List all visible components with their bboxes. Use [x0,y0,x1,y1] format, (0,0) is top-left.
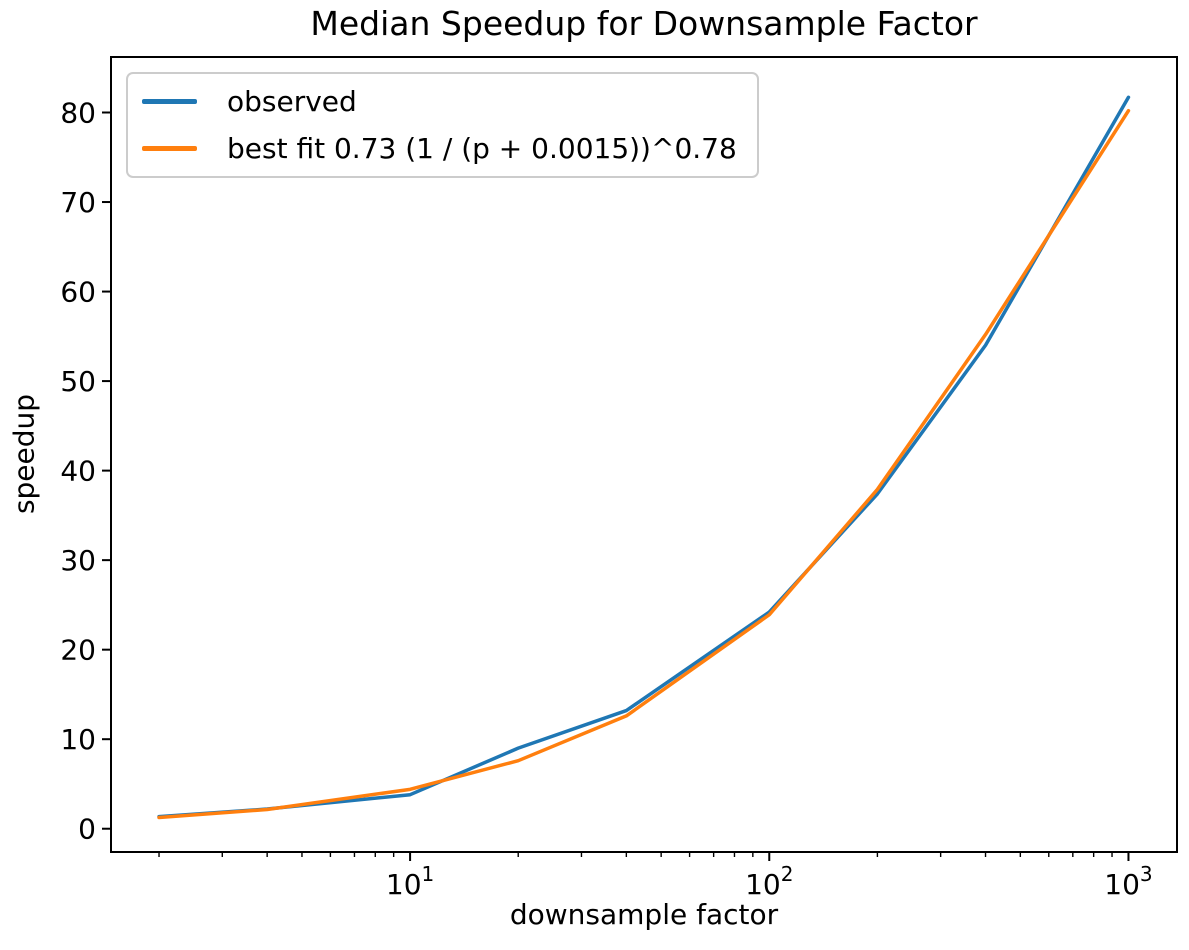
best-fit-line-swatch [142,146,197,151]
legend-label-observed: observed [227,85,357,118]
y-tick-label: 50 [60,365,96,398]
chart-title: Median Speedup for Downsample Factor [310,4,978,43]
y-tick-label: 60 [60,276,96,309]
observed-line-swatch [142,99,197,104]
y-tick-label: 10 [60,723,96,756]
legend-entry-observed: observed [142,84,737,119]
legend-label-best-fit: best fit 0.73 (1 / (p + 0.0015))^0.78 [227,132,737,165]
best-fit-line [157,108,1131,820]
x-axis-label: downsample factor [509,898,779,931]
plot-frame [110,56,1178,853]
y-tick-label: 30 [60,544,96,577]
x-tick-label: 102 [745,862,793,901]
observed-line [157,95,1131,819]
y-tick-label: 80 [60,97,96,130]
legend-entry-best-fit: best fit 0.73 (1 / (p + 0.0015))^0.78 [142,131,737,166]
y-tick-label: 70 [60,186,96,219]
y-tick-label: 0 [78,813,96,846]
legend: observed best fit 0.73 (1 / (p + 0.0015)… [126,72,759,178]
x-tick-label: 103 [1104,862,1152,901]
x-tick-label: 101 [386,862,434,901]
y-tick-label: 40 [60,455,96,488]
y-tick-label: 20 [60,634,96,667]
